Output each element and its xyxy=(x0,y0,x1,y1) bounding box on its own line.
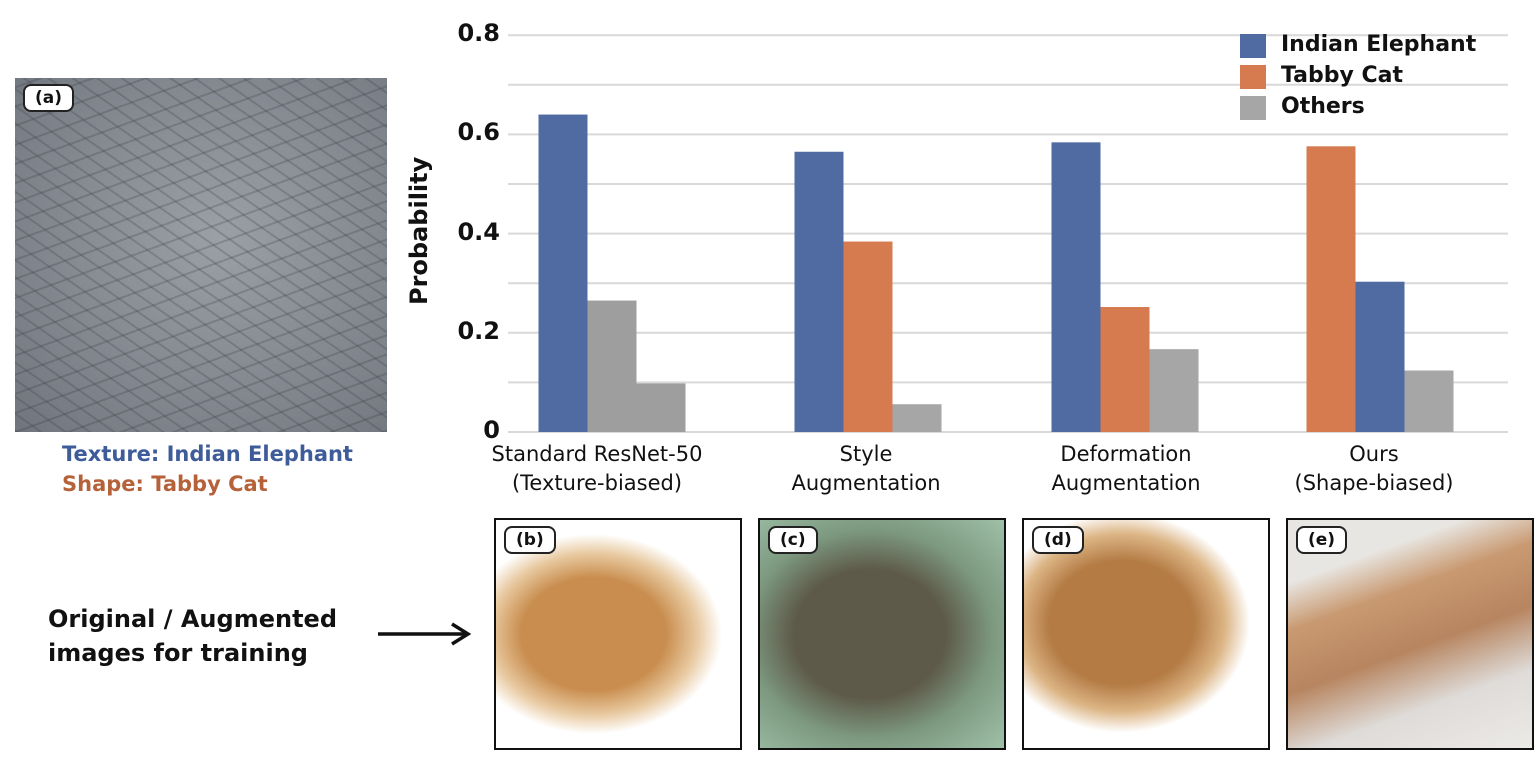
texture-caption: Texture: Indian Elephant xyxy=(62,442,353,466)
bar-others xyxy=(1404,370,1454,432)
panel-tag-d: (d) xyxy=(1032,526,1084,554)
legend-label: Tabby Cat xyxy=(1281,63,1404,88)
row-caption-line2: images for training xyxy=(48,639,308,667)
bar-others xyxy=(892,404,942,432)
x-category-label-line1: Standard ResNet-50 xyxy=(491,442,703,466)
panel-tag-a: (a) xyxy=(23,84,75,112)
y-axis-label: Probability xyxy=(405,156,433,305)
ours-augmented-image: (e) xyxy=(1286,518,1534,750)
panel-tag-c: (c) xyxy=(768,526,818,554)
x-category-label-line1: Ours xyxy=(1349,442,1399,466)
x-category-label-line2: (Texture-biased) xyxy=(511,471,683,495)
bar-indian-elephant xyxy=(1355,281,1405,432)
y-tick-label: 0.8 xyxy=(457,19,500,48)
bar-others xyxy=(636,383,686,432)
x-category-label-line1: Style xyxy=(839,442,893,466)
legend-swatch xyxy=(1240,34,1266,58)
x-category-label-line1: Deformation xyxy=(1060,442,1192,466)
panel-tag-b: (b) xyxy=(504,526,556,554)
legend-swatch xyxy=(1240,65,1266,89)
bar-others xyxy=(587,300,637,432)
y-tick-label: 0.4 xyxy=(457,217,500,246)
bar-indian-elephant xyxy=(794,151,844,432)
y-tick-label: 0.6 xyxy=(457,118,500,147)
bar-tabby-cat xyxy=(843,241,893,432)
legend-swatch xyxy=(1240,96,1266,120)
original-image: (b) xyxy=(494,518,742,750)
shape-caption: Shape: Tabby Cat xyxy=(62,472,268,496)
x-category-label: Ours (Shape-biased) xyxy=(1244,440,1504,498)
x-category-label-line2: (Shape-biased) xyxy=(1294,471,1454,495)
bar-tabby-cat xyxy=(1306,146,1356,432)
x-category-label: Standard ResNet-50 (Texture-biased) xyxy=(467,440,727,498)
bar-indian-elephant xyxy=(1051,142,1101,432)
x-category-label-line2: Augmentation xyxy=(1051,471,1201,495)
y-tick-label: 0.2 xyxy=(457,316,500,345)
style-augmented-image: (c) xyxy=(758,518,1006,750)
arrow-icon xyxy=(378,622,472,646)
x-category-label: Deformation Augmentation xyxy=(996,440,1256,498)
panel-tag-e: (e) xyxy=(1296,526,1348,554)
legend-label: Others xyxy=(1281,94,1365,119)
row-caption-line1: Original / Augmented xyxy=(48,605,337,633)
x-category-label: Style Augmentation xyxy=(736,440,996,498)
bar-indian-elephant xyxy=(538,114,588,432)
bar-tabby-cat xyxy=(1100,307,1150,432)
bar-chart xyxy=(508,34,1508,433)
legend-label: Indian Elephant xyxy=(1281,32,1477,57)
bar-others xyxy=(1149,349,1199,432)
y-tick-label: 0 xyxy=(483,416,500,444)
texture-conflict-image: (a) xyxy=(15,78,387,432)
deformation-augmented-image: (d) xyxy=(1022,518,1270,750)
x-category-label-line2: Augmentation xyxy=(791,471,941,495)
